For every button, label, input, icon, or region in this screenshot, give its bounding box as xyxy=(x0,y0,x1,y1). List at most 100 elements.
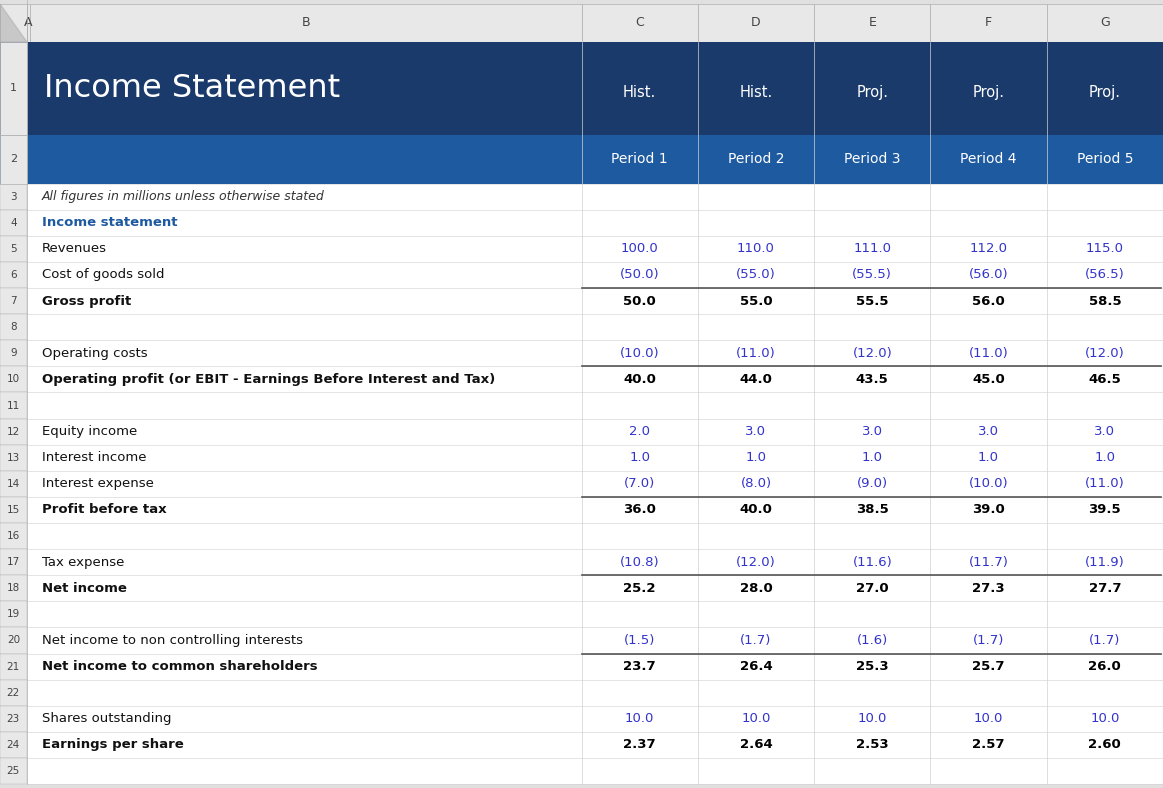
Text: Interest expense: Interest expense xyxy=(42,478,154,490)
FancyBboxPatch shape xyxy=(0,236,27,262)
Text: 40.0: 40.0 xyxy=(623,373,656,386)
Text: 22: 22 xyxy=(7,688,20,697)
Text: 25.3: 25.3 xyxy=(856,660,889,673)
FancyBboxPatch shape xyxy=(0,288,27,314)
Text: 26.0: 26.0 xyxy=(1089,660,1121,673)
Text: B: B xyxy=(301,17,311,29)
FancyBboxPatch shape xyxy=(582,4,698,42)
Polygon shape xyxy=(0,4,27,42)
Text: 44.0: 44.0 xyxy=(740,373,772,386)
Text: A: A xyxy=(24,17,33,29)
Text: 2.37: 2.37 xyxy=(623,738,656,752)
Text: (1.5): (1.5) xyxy=(625,634,655,647)
Text: Interest income: Interest income xyxy=(42,452,147,464)
FancyBboxPatch shape xyxy=(27,470,1163,497)
Text: (9.0): (9.0) xyxy=(857,478,887,490)
Text: (11.0): (11.0) xyxy=(736,347,776,360)
FancyBboxPatch shape xyxy=(0,4,27,42)
Text: D: D xyxy=(751,17,761,29)
Text: (50.0): (50.0) xyxy=(620,269,659,281)
Text: Net income to non controlling interests: Net income to non controlling interests xyxy=(42,634,302,647)
Text: 10.0: 10.0 xyxy=(1090,712,1120,725)
FancyBboxPatch shape xyxy=(0,497,27,523)
Text: 46.5: 46.5 xyxy=(1089,373,1121,386)
Text: 10.0: 10.0 xyxy=(973,712,1004,725)
Text: 27.0: 27.0 xyxy=(856,582,889,595)
Text: (12.0): (12.0) xyxy=(1085,347,1125,360)
FancyBboxPatch shape xyxy=(27,314,1163,340)
Text: (8.0): (8.0) xyxy=(741,478,771,490)
FancyBboxPatch shape xyxy=(27,732,1163,758)
Text: 26.4: 26.4 xyxy=(740,660,772,673)
FancyBboxPatch shape xyxy=(27,601,1163,627)
FancyBboxPatch shape xyxy=(0,42,1163,135)
FancyBboxPatch shape xyxy=(0,523,27,549)
Text: (1.7): (1.7) xyxy=(1090,634,1120,647)
Text: 1.0: 1.0 xyxy=(978,452,999,464)
Text: 39.0: 39.0 xyxy=(972,504,1005,516)
FancyBboxPatch shape xyxy=(27,444,1163,470)
FancyBboxPatch shape xyxy=(0,627,27,653)
Text: Equity income: Equity income xyxy=(42,425,137,438)
FancyBboxPatch shape xyxy=(27,418,1163,444)
Text: 21: 21 xyxy=(7,662,20,671)
Text: 100.0: 100.0 xyxy=(621,243,658,255)
FancyBboxPatch shape xyxy=(0,706,27,732)
FancyBboxPatch shape xyxy=(0,758,27,784)
Text: 58.5: 58.5 xyxy=(1089,295,1121,307)
Text: 111.0: 111.0 xyxy=(854,243,891,255)
Text: 3.0: 3.0 xyxy=(978,425,999,438)
Text: Shares outstanding: Shares outstanding xyxy=(42,712,171,725)
Text: 40.0: 40.0 xyxy=(740,504,772,516)
Text: 36.0: 36.0 xyxy=(623,504,656,516)
FancyBboxPatch shape xyxy=(814,4,930,42)
Text: (10.0): (10.0) xyxy=(620,347,659,360)
FancyBboxPatch shape xyxy=(27,184,1163,210)
Text: 50.0: 50.0 xyxy=(623,295,656,307)
Text: 25.7: 25.7 xyxy=(972,660,1005,673)
Text: Hist.: Hist. xyxy=(740,85,772,100)
Text: (7.0): (7.0) xyxy=(625,478,655,490)
Text: Operating costs: Operating costs xyxy=(42,347,148,360)
Text: 28.0: 28.0 xyxy=(740,582,772,595)
FancyBboxPatch shape xyxy=(30,4,582,42)
FancyBboxPatch shape xyxy=(1047,4,1163,42)
Text: 55.5: 55.5 xyxy=(856,295,889,307)
FancyBboxPatch shape xyxy=(0,135,1163,184)
Text: Period 4: Period 4 xyxy=(961,152,1016,166)
Text: Profit before tax: Profit before tax xyxy=(42,504,166,516)
Text: (12.0): (12.0) xyxy=(736,556,776,569)
Text: 3.0: 3.0 xyxy=(745,425,766,438)
Text: (10.8): (10.8) xyxy=(620,556,659,569)
FancyBboxPatch shape xyxy=(0,653,27,679)
FancyBboxPatch shape xyxy=(27,392,1163,418)
Text: C: C xyxy=(635,17,644,29)
Text: 3.0: 3.0 xyxy=(862,425,883,438)
Text: 55.0: 55.0 xyxy=(740,295,772,307)
FancyBboxPatch shape xyxy=(0,732,27,758)
FancyBboxPatch shape xyxy=(0,135,27,184)
Text: (11.7): (11.7) xyxy=(969,556,1008,569)
Text: Operating profit (or EBIT - Earnings Before Interest and Tax): Operating profit (or EBIT - Earnings Bef… xyxy=(42,373,495,386)
Text: 2.0: 2.0 xyxy=(629,425,650,438)
Text: 25.2: 25.2 xyxy=(623,582,656,595)
Text: Income Statement: Income Statement xyxy=(44,72,341,104)
Text: Gross profit: Gross profit xyxy=(42,295,131,307)
Text: 9: 9 xyxy=(10,348,16,359)
Text: 17: 17 xyxy=(7,557,20,567)
Text: 3.0: 3.0 xyxy=(1094,425,1115,438)
FancyBboxPatch shape xyxy=(27,288,1163,314)
FancyBboxPatch shape xyxy=(0,392,27,418)
Text: Net income: Net income xyxy=(42,582,127,595)
Text: Proj.: Proj. xyxy=(1089,85,1121,100)
FancyBboxPatch shape xyxy=(27,575,1163,601)
FancyBboxPatch shape xyxy=(0,184,27,210)
Text: Earnings per share: Earnings per share xyxy=(42,738,184,752)
FancyBboxPatch shape xyxy=(0,575,27,601)
FancyBboxPatch shape xyxy=(27,210,1163,236)
FancyBboxPatch shape xyxy=(0,679,27,706)
Text: (55.0): (55.0) xyxy=(736,269,776,281)
Text: 14: 14 xyxy=(7,479,20,489)
Text: (1.6): (1.6) xyxy=(857,634,887,647)
Text: (11.9): (11.9) xyxy=(1085,556,1125,569)
